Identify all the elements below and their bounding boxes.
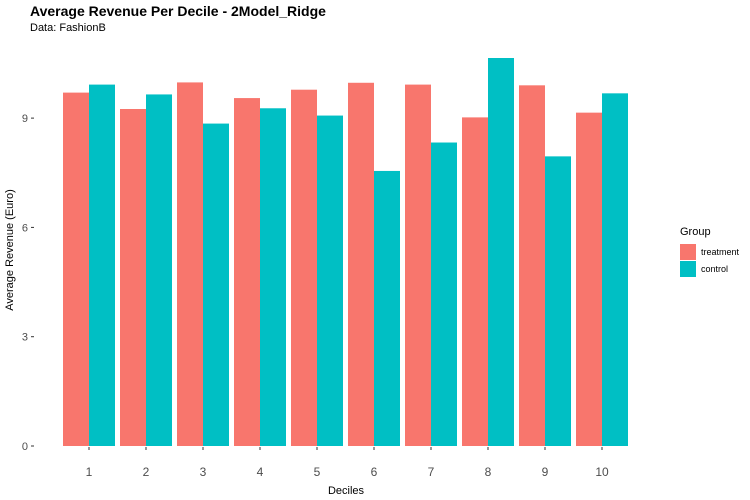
bar-control-decile-2 [146,94,172,447]
x-tick-label: 3 [200,465,207,479]
bar-control-decile-1 [89,84,115,446]
legend-item-treatment: treatment [680,243,739,260]
bar-control-decile-6 [374,170,400,446]
bar-control-decile-5 [317,115,343,446]
legend: Group treatment control [680,226,739,277]
legend-label-control: control [701,263,729,274]
bar-treatment-decile-10 [576,112,602,446]
y-axis-title: Average Revenue (Euro) [4,189,16,310]
x-tick-label: 4 [257,465,264,479]
legend-key-control [680,260,696,277]
bar-treatment-decile-6 [348,82,374,446]
bar-control-decile-7 [431,142,457,446]
bar-treatment-decile-4 [234,98,260,446]
bar-control-decile-8 [488,58,514,446]
legend-label-treatment: treatment [701,246,740,257]
bar-control-decile-3 [203,123,229,447]
y-tick-label: 6 [22,222,28,234]
x-tick-label: 8 [485,465,492,479]
bar-treatment-decile-3 [177,82,203,446]
y-tick-label: 0 [22,441,28,453]
x-axis-title: Deciles [328,485,365,497]
bar-treatment-decile-8 [462,117,488,447]
bar-control-decile-9 [545,156,571,446]
bar-treatment-decile-9 [519,85,545,446]
bar-treatment-decile-1 [63,92,89,447]
bar-treatment-decile-5 [291,89,317,447]
x-tick-label: 2 [143,465,150,479]
x-tick-label: 6 [371,465,378,479]
x-tick-label: 9 [542,465,549,479]
y-tick-label: 3 [22,332,28,344]
x-tick-label: 7 [428,465,435,479]
bar-treatment-decile-2 [120,109,146,446]
bar-control-decile-4 [260,108,286,446]
legend-title: Group [680,226,711,238]
chart-subtitle: Data: FashionB [30,22,106,34]
bar-treatment-decile-7 [405,84,431,446]
x-tick-label: 5 [314,465,321,479]
x-tick-label: 1 [86,465,93,479]
bar-control-decile-10 [602,93,628,447]
x-tick-label: 10 [595,465,609,479]
legend-item-control: control [680,260,739,277]
y-tick-label: 9 [22,113,28,125]
chart-title: Average Revenue Per Decile - 2Model_Ridg… [30,3,326,19]
legend-key-treatment [680,243,696,260]
